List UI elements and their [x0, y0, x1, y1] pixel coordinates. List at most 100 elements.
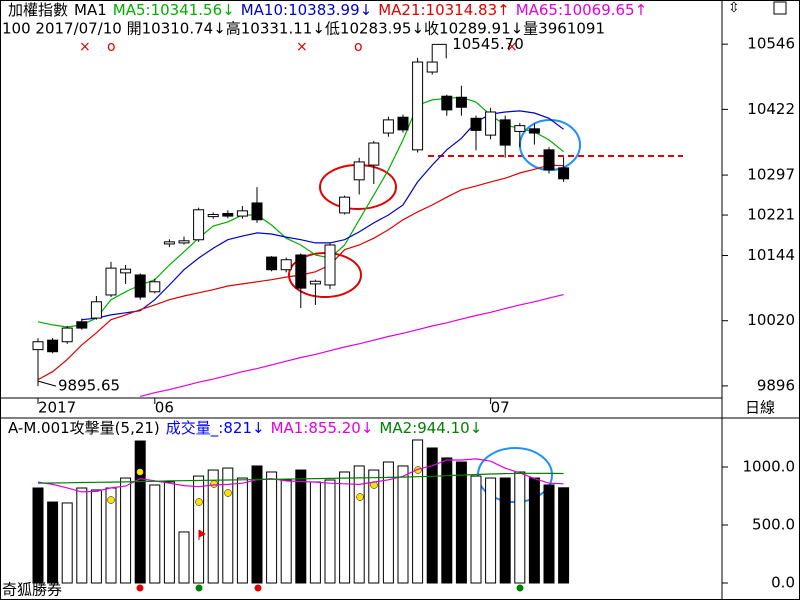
svg-text:o: o: [107, 39, 116, 55]
y-tick-label: 10221: [747, 206, 795, 224]
volume-bar: [149, 484, 161, 584]
volume-bar: [61, 502, 73, 584]
period-label: 日線: [745, 399, 775, 417]
footer: 奇狐勝券: [2, 581, 62, 599]
highlight-circles: [288, 119, 581, 503]
header: A-M.001攻擊量(5,21) 成交量_:821↓ MA1:855.20↓ MA2:…: [8, 419, 482, 438]
x-tick-label: 06: [155, 399, 174, 417]
volume-bar: [193, 475, 205, 584]
scroll-icon[interactable]: ⇳: [728, 0, 740, 16]
volume-bar: [266, 471, 278, 584]
quote-info: 100 2017/07/10 開10310.74↓高10331.11↓低1028…: [2, 20, 605, 38]
legend-entry: MA10:10383.99↓: [241, 1, 372, 19]
candle-body: [236, 210, 248, 217]
legend-entry: MA65:10069.65↑: [516, 1, 647, 19]
candle-body: [470, 117, 482, 131]
candle-body: [455, 96, 467, 108]
legend-entry: MA2:944.10↓: [379, 419, 482, 437]
svg-text:o: o: [354, 39, 363, 55]
volume-bar: [251, 465, 263, 584]
candle-body: [339, 196, 351, 214]
candle-body: [61, 327, 73, 343]
high-pointer: [432, 43, 447, 59]
candle-body: [120, 268, 132, 274]
volume-bar: [163, 481, 175, 584]
window-button[interactable]: [773, 1, 787, 15]
low-label: 9895.65: [58, 377, 120, 395]
candle-body: [543, 149, 555, 171]
volume-bar: [134, 440, 146, 584]
volume-ma-line: [37, 472, 564, 484]
candle-body: [295, 254, 307, 289]
candle-body: [105, 267, 117, 296]
volume-bar: [558, 487, 570, 584]
y-tick-label: 10020: [747, 311, 795, 329]
legend-entry: 成交量_:821↓: [166, 419, 265, 438]
candle-body: [528, 128, 540, 134]
volume-bar: [324, 479, 336, 584]
volume-bar: [426, 447, 438, 584]
signal-markers: × o × o ×: [79, 39, 518, 55]
candle-body: [90, 301, 102, 319]
volume-bar: [178, 531, 190, 584]
candle-body: [397, 116, 409, 131]
candle-body: [149, 281, 161, 293]
volume-bar: [90, 489, 102, 584]
y-tick-label: 1000.0: [743, 458, 796, 476]
y-tick-label: 10546: [747, 35, 795, 53]
candle-body: [441, 95, 453, 111]
volume-bar: [499, 477, 511, 584]
candle-body: [368, 142, 380, 166]
candle-body: [222, 212, 234, 217]
volume-bar: [470, 475, 482, 584]
volume-bar: [412, 439, 424, 584]
legend-entry: MA21:10314.83↑: [378, 1, 509, 19]
chart-title: 加權指數: [8, 1, 68, 19]
volume-bar: [222, 467, 234, 584]
volume-ma-line: [37, 458, 564, 493]
volume-bar: [120, 477, 132, 584]
ma-line: [140, 294, 564, 397]
candle-body: [163, 241, 175, 245]
candle-body: [499, 119, 511, 146]
x-tick-label: 07: [491, 399, 510, 417]
volume-signals: [107, 466, 524, 592]
candle-body: [76, 321, 88, 329]
ma-line: [37, 96, 564, 328]
candle-body: [32, 341, 44, 351]
volume-bar: [455, 461, 467, 584]
y-tick-label: 10297: [747, 166, 795, 184]
volume-bar: [236, 477, 248, 584]
header: 加權指數 MA1 MA5:10341.56↓ MA10:10383.99↓ MA21:1…: [8, 1, 647, 19]
svg-text:×: ×: [79, 39, 91, 55]
svg-text:×: ×: [506, 39, 518, 55]
volume-bar: [514, 471, 526, 584]
candle-body: [134, 274, 146, 298]
panel-title: A-M.001攻擊量(5,21): [8, 419, 160, 437]
candle-body: [514, 125, 526, 132]
volume-bar: [309, 481, 321, 584]
y-tick-label: 500.0: [752, 516, 795, 534]
candle-body: [382, 119, 394, 134]
volume-bar: [528, 477, 540, 584]
candle-body: [353, 161, 365, 181]
volume-bar: [76, 487, 88, 584]
legend-entry: MA5:10341.56↓: [113, 1, 235, 19]
volume-bar: [207, 469, 219, 584]
candle-body: [412, 61, 424, 151]
y-tick-label: 0.0: [771, 574, 795, 592]
candle-body: [324, 244, 336, 286]
volume-bar: [441, 457, 453, 584]
candle-body: [558, 167, 570, 180]
candle-body: [207, 214, 219, 218]
volume-bar: [47, 501, 59, 584]
volume-bar: [397, 465, 409, 584]
candle-body: [178, 240, 190, 244]
volume-bar: [382, 461, 394, 584]
volume-bar: [368, 469, 380, 584]
candle-body: [426, 61, 438, 73]
y-tick-label: 10422: [747, 100, 795, 118]
candle-body: [280, 259, 292, 271]
svg-text:×: ×: [296, 39, 308, 55]
